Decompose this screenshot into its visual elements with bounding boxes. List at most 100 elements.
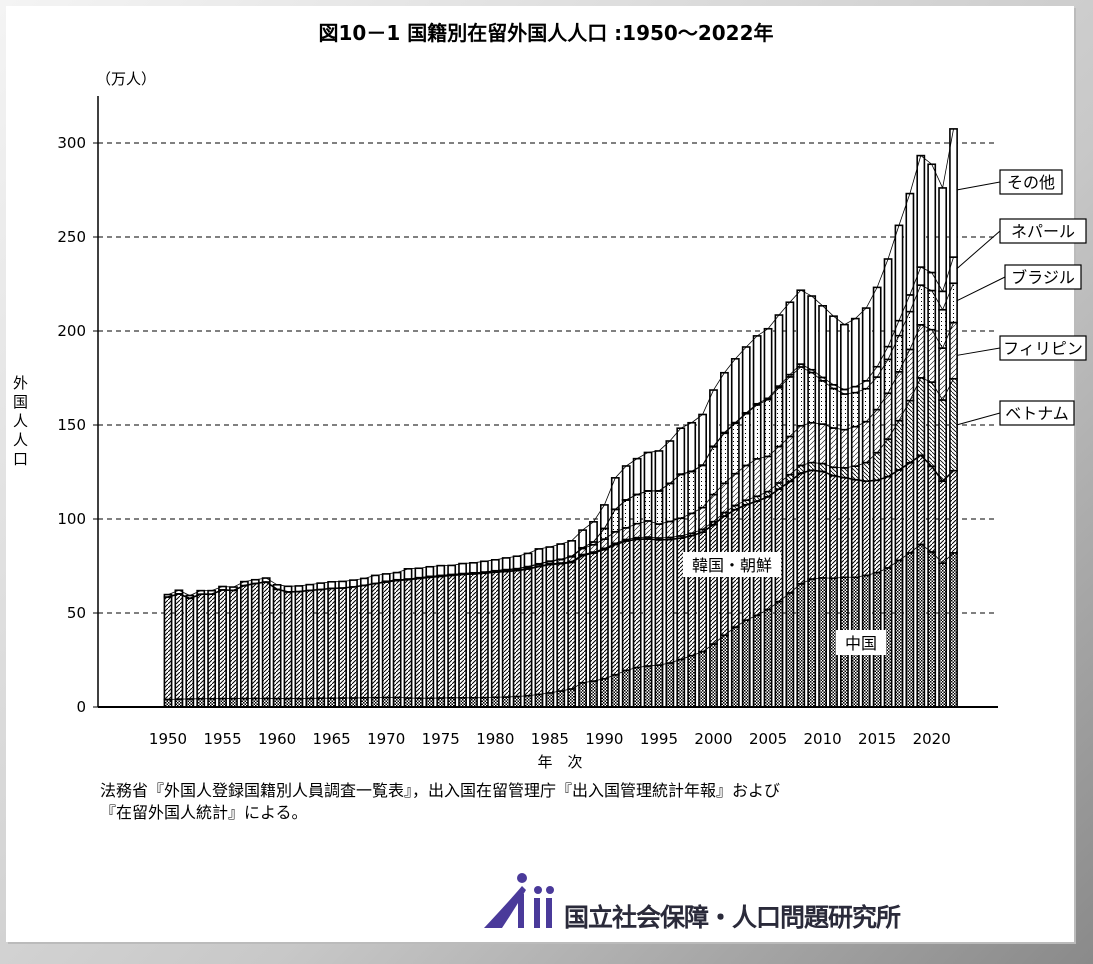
bar-segment-0: [578, 681, 587, 708]
bar-segment-2: [916, 377, 926, 457]
bar-segment-1: [283, 591, 293, 700]
bar-segment-3: [916, 323, 926, 379]
bar-segment-1: [545, 563, 555, 694]
bar-segment-2: [850, 465, 860, 481]
bar-segment-0: [338, 697, 347, 708]
bar-segment-6: [632, 457, 642, 496]
annotation-box: [836, 630, 886, 655]
bar-segment-0: [894, 559, 904, 708]
bar-segment-0: [698, 650, 707, 708]
bar-segment-4: [752, 404, 762, 460]
bar-segment-1: [829, 474, 838, 580]
bar-segment-0: [545, 692, 555, 708]
bar-segment-1: [316, 588, 326, 699]
bar-segment-4: [774, 386, 784, 448]
bar-segment-0: [370, 696, 380, 708]
bar-segment-1: [196, 593, 206, 700]
bar-segment-2: [905, 399, 915, 464]
bar-segment-1: [392, 579, 402, 699]
source-note: 法務省『外国人登録国籍別人員調査一覧表』，出入国在留管理庁『出入国管理統計年報』…: [100, 780, 780, 824]
bar-segment-2: [927, 381, 937, 468]
bar-segment-1: [381, 581, 391, 699]
bar-segment-6: [545, 546, 555, 562]
bar-segment-6: [796, 289, 806, 365]
bar-segment-4: [927, 289, 937, 331]
bar-segment-6: [938, 187, 948, 293]
x-tick-label: 2000: [694, 730, 732, 748]
bar-segment-3: [818, 423, 827, 465]
bar-segment-0: [632, 666, 642, 708]
bar-segment-1: [665, 538, 675, 664]
bar-segment-1: [774, 488, 784, 603]
bar-segment-1: [229, 589, 238, 700]
bar-segment-1: [818, 470, 827, 579]
institute-name: 国立社会保障・人口問題研究所: [564, 903, 901, 932]
bar-segment-1: [458, 573, 467, 699]
legend-label: その他: [1007, 173, 1055, 192]
bar-segment-1: [425, 576, 435, 699]
bar-segment-4: [643, 490, 653, 522]
bar-segment-4: [829, 387, 838, 429]
bar-segment-5: [916, 266, 926, 286]
bar-segment-0: [741, 619, 751, 708]
bar-segment-0: [927, 551, 937, 708]
bar-segment-0: [359, 696, 369, 708]
bar-segment-1: [643, 538, 653, 667]
y-tick-label: 300: [57, 134, 86, 152]
bar-segment-0: [239, 697, 249, 708]
bar-segment-0: [381, 696, 391, 708]
bar-segment-3: [796, 424, 806, 467]
bar-segment-1: [861, 480, 871, 577]
bar-segment-1: [272, 588, 282, 700]
annotation-label: 中国: [845, 634, 877, 653]
bar-segment-0: [785, 592, 795, 708]
bar-segment-0: [305, 697, 315, 708]
bar-segment-2: [872, 451, 882, 482]
bar-segment-1: [239, 584, 249, 700]
bar-segment-0: [196, 697, 206, 708]
bar-segment-1: [709, 523, 718, 645]
bar-segment-5: [949, 256, 958, 285]
bar-segment-1: [414, 577, 424, 699]
series-line-0: [167, 543, 954, 700]
bar-segment-0: [818, 577, 827, 708]
x-tick-label: 1955: [203, 730, 241, 748]
bar-segment-3: [807, 421, 817, 464]
bar-segment-1: [610, 543, 620, 676]
legend-leader-line: [956, 412, 1001, 426]
bar-segment-1: [807, 469, 817, 580]
bar-segment-1: [207, 593, 217, 700]
bar-segment-0: [709, 643, 718, 708]
institute-logo: 国立社会保障・人口問題研究所: [482, 868, 982, 932]
bar-segment-0: [218, 697, 227, 708]
bar-segment-0: [916, 543, 926, 708]
bar-segment-1: [218, 589, 227, 700]
y-tick-label: 50: [67, 604, 86, 622]
bar-segment-0: [316, 697, 326, 708]
bar-segment-0: [796, 583, 806, 708]
bar-segment-1: [447, 574, 457, 699]
x-tick-label: 2015: [858, 730, 896, 748]
x-tick-label: 1995: [640, 730, 678, 748]
bar-segment-2: [861, 461, 871, 483]
bar-segment-6: [709, 389, 718, 448]
bar-segment-1: [174, 593, 184, 700]
bar-segment-4: [807, 371, 817, 424]
bar-segment-3: [720, 482, 729, 514]
bar-segment-3: [829, 427, 838, 469]
bar-segment-4: [741, 412, 751, 467]
bar-segment-4: [763, 398, 773, 458]
bar-segment-1: [534, 565, 544, 696]
bar-segment-1: [785, 480, 795, 594]
bar-segment-6: [687, 421, 697, 473]
bar-segment-0: [938, 562, 948, 708]
bar-segment-0: [599, 677, 609, 708]
bar-segment-4: [785, 376, 795, 438]
bar-segment-0: [949, 552, 958, 708]
x-tick-label: 1965: [313, 730, 351, 748]
bar-segment-3: [687, 512, 697, 535]
bar-segment-0: [294, 697, 304, 708]
bar-segment-0: [610, 674, 620, 708]
bar-segment-0: [556, 690, 566, 708]
